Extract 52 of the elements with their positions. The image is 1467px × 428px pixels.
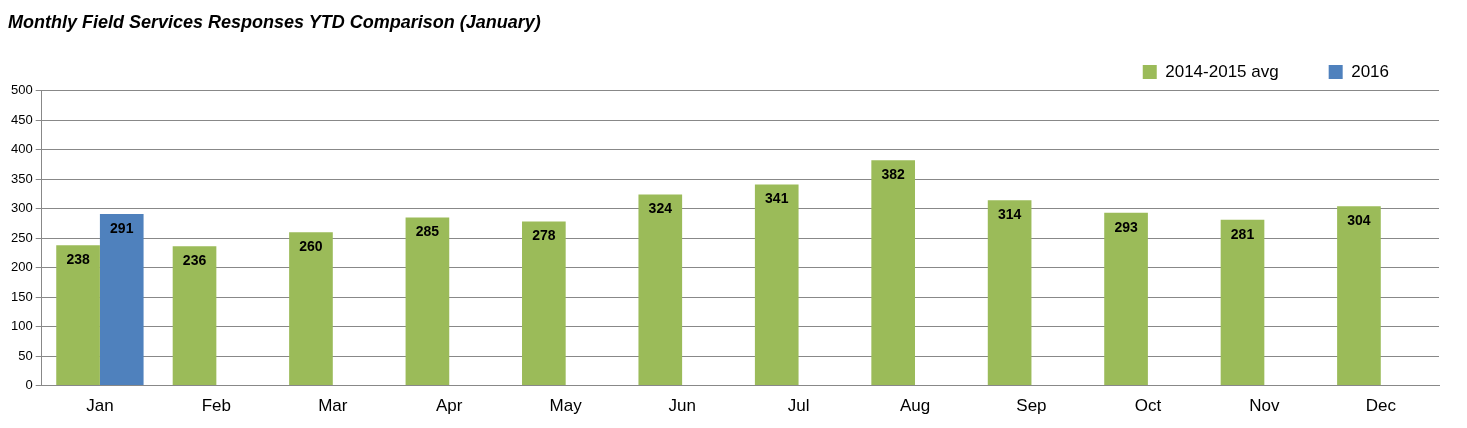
data-label: 382	[881, 166, 906, 183]
data-label: 291	[110, 219, 134, 236]
x-tick-label: Jun	[668, 396, 696, 416]
bar	[987, 200, 1032, 386]
bar	[1104, 212, 1148, 386]
bar	[871, 160, 916, 386]
y-tick-label: 50	[18, 347, 33, 363]
data-label: 278	[532, 227, 556, 244]
y-tick-label: 250	[10, 229, 33, 245]
y-tick-label: 200	[10, 259, 33, 275]
y-tick-label: 100	[10, 318, 33, 334]
data-label: 341	[765, 190, 789, 207]
bar	[638, 194, 683, 386]
data-label: 304	[1347, 212, 1371, 229]
x-tick-label: Aug	[899, 396, 931, 416]
data-label: 324	[648, 200, 673, 217]
bar	[754, 184, 799, 386]
data-label: 238	[66, 251, 90, 268]
x-tick-label: Mar	[318, 396, 348, 416]
chart-title: Monthly Field Services Responses YTD Comparison (January)	[8, 11, 541, 32]
x-tick-label: Oct	[1134, 396, 1162, 416]
bar	[1220, 219, 1265, 386]
data-label: 281	[1230, 225, 1255, 242]
y-tick-label: 0	[25, 377, 33, 393]
bar	[289, 232, 333, 386]
y-tick-label: 450	[10, 111, 33, 127]
y-tick-label: 150	[10, 288, 33, 304]
data-label: 314	[997, 206, 1022, 223]
x-tick-label: Sep	[1016, 396, 1047, 416]
x-tick-label: Dec	[1365, 396, 1397, 416]
data-label: 260	[299, 238, 323, 255]
y-tick-label: 400	[10, 141, 33, 157]
x-tick-label: Jul	[787, 396, 810, 416]
y-tick-label: 500	[10, 82, 33, 98]
bar	[522, 221, 566, 386]
x-tick-label: Nov	[1249, 396, 1280, 416]
y-tick-label: 300	[10, 200, 33, 216]
bar	[56, 245, 100, 386]
x-tick-label: Feb	[201, 396, 231, 416]
legend-label: 2014-2015 avg	[1165, 61, 1279, 81]
x-tick-label: Jan	[86, 396, 114, 416]
x-tick-label: May	[549, 396, 583, 416]
y-tick-label: 350	[10, 170, 33, 186]
bar	[99, 213, 144, 386]
x-tick-label: Apr	[436, 396, 463, 416]
data-label: 285	[415, 223, 440, 240]
bar	[1337, 206, 1381, 386]
bar	[405, 217, 450, 386]
bar	[172, 246, 217, 386]
legend-label: 2016	[1351, 61, 1390, 81]
data-label: 293	[1114, 218, 1138, 235]
data-label: 236	[182, 252, 207, 269]
